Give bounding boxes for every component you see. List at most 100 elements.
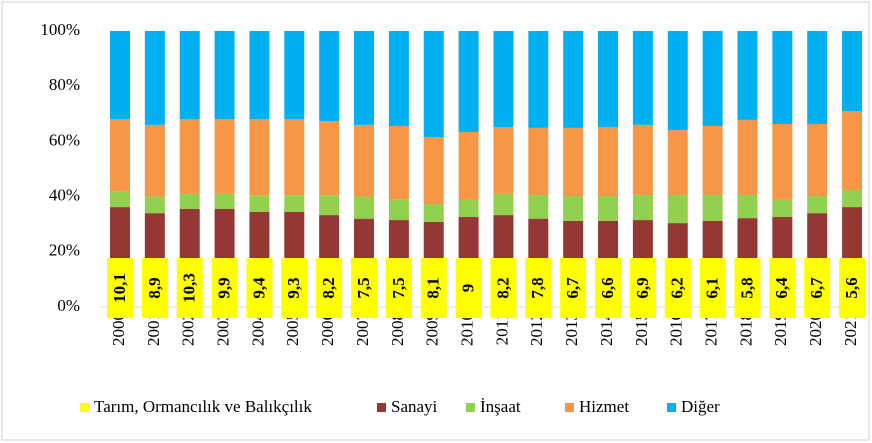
bar-segment xyxy=(423,204,444,222)
data-label-bg xyxy=(804,258,831,318)
bar-segment xyxy=(667,31,688,131)
x-tick-label: 2003 xyxy=(213,312,232,346)
data-label: 8,9 xyxy=(145,277,164,298)
data-label-bg xyxy=(351,258,378,318)
bar-segment xyxy=(284,119,305,196)
data-label-bg xyxy=(420,258,447,318)
bar-segment xyxy=(598,31,619,128)
x-tick-label: 2015 xyxy=(632,312,651,346)
data-label: 10,1 xyxy=(110,273,129,303)
data-label-bg xyxy=(839,258,866,318)
data-label: 5,6 xyxy=(842,277,861,298)
bar-segment xyxy=(284,31,305,120)
data-label-bg xyxy=(385,258,412,318)
x-tick-label: 2017 xyxy=(702,312,721,347)
bar-segment xyxy=(214,31,235,120)
data-label-bg xyxy=(560,258,587,318)
bar-segment xyxy=(772,31,793,125)
bar-segment xyxy=(354,31,375,125)
x-tick-label: 2012 xyxy=(527,312,546,346)
bar-segment xyxy=(423,136,444,205)
data-label-bg xyxy=(595,258,622,318)
bar-segment xyxy=(249,195,270,212)
data-label: 9,9 xyxy=(214,277,233,298)
data-label-bg xyxy=(141,258,168,318)
bar-segment xyxy=(563,31,584,128)
bar-segment xyxy=(110,119,130,191)
bar-segment xyxy=(249,31,270,120)
data-label-bg xyxy=(316,258,343,318)
x-tick-label: 2004 xyxy=(248,312,267,347)
data-label-bg xyxy=(629,258,656,318)
legend-label: Tarım, Ormancılık ve Balıkçılık xyxy=(94,397,312,416)
data-label: 8,2 xyxy=(319,277,338,298)
x-tick-label: 2009 xyxy=(423,312,442,346)
x-tick-label: 2013 xyxy=(562,312,581,346)
bar-segment xyxy=(388,199,409,221)
bar-segment xyxy=(702,31,723,126)
bar-segment xyxy=(423,31,444,137)
x-tick-label: 2010 xyxy=(458,312,477,346)
data-label-bg xyxy=(246,258,273,318)
bar-segment xyxy=(144,31,165,125)
bar-segment xyxy=(144,196,165,214)
data-label-bg xyxy=(107,258,133,318)
x-tick-label: 2006 xyxy=(318,312,337,346)
bar-segment xyxy=(493,127,514,194)
bar-segment xyxy=(354,124,375,197)
data-label: 9,3 xyxy=(284,277,303,298)
data-label-bg xyxy=(211,258,238,318)
bar-segment xyxy=(528,31,549,128)
data-label-bg xyxy=(281,258,308,318)
legend-marker xyxy=(565,403,574,412)
bar-segment xyxy=(598,127,619,197)
data-label: 8,2 xyxy=(493,277,512,298)
bar-segment xyxy=(319,31,340,121)
legend-label: Hizmet xyxy=(579,397,629,416)
bar-segment xyxy=(563,196,584,221)
bar-segment xyxy=(214,193,235,210)
bar-segment xyxy=(632,124,653,195)
bar-segment xyxy=(842,189,863,208)
legend-label: İnşaat xyxy=(480,397,521,416)
bar-segment xyxy=(458,199,479,218)
data-label-bg xyxy=(490,258,517,318)
y-tick-label: 40% xyxy=(49,186,80,205)
bar-segment xyxy=(807,31,828,125)
y-tick-label: 20% xyxy=(49,241,80,260)
data-label-bg xyxy=(664,258,691,318)
data-label-bg xyxy=(734,258,761,318)
bar-segment xyxy=(110,31,130,120)
y-tick-label: 0% xyxy=(57,296,80,315)
x-tick-label: 2008 xyxy=(388,312,407,346)
y-tick-label: 80% xyxy=(49,75,80,94)
bar-segment xyxy=(319,195,340,216)
bar-segment xyxy=(388,125,409,200)
data-label: 6,4 xyxy=(772,277,791,299)
bar-segment xyxy=(807,124,828,197)
bar-segment xyxy=(667,194,688,224)
bar-segment xyxy=(528,194,549,219)
bar-segment xyxy=(319,120,340,196)
bar-segment xyxy=(493,193,514,216)
data-label: 7,5 xyxy=(354,277,373,298)
bar-segment xyxy=(110,190,130,208)
y-tick-label: 60% xyxy=(49,130,80,149)
x-tick-label: 2002 xyxy=(179,312,198,346)
bar-segment xyxy=(842,111,863,190)
bar-segment xyxy=(772,199,793,218)
x-tick-label: 2019 xyxy=(771,312,790,346)
data-label: 9 xyxy=(459,284,478,293)
bar-segment xyxy=(528,127,549,195)
bar-segment xyxy=(388,31,409,126)
data-label: 6,7 xyxy=(563,277,582,299)
bar-segment xyxy=(702,125,723,195)
bar-segment xyxy=(598,196,619,221)
x-tick-label: 2021 xyxy=(841,312,860,346)
legend-marker xyxy=(80,403,89,412)
legend-label: Sanayi xyxy=(391,397,438,416)
bar-segment xyxy=(354,196,375,219)
bar-segment xyxy=(179,193,200,210)
bar-segment xyxy=(144,124,165,197)
bar-segment xyxy=(772,124,793,200)
